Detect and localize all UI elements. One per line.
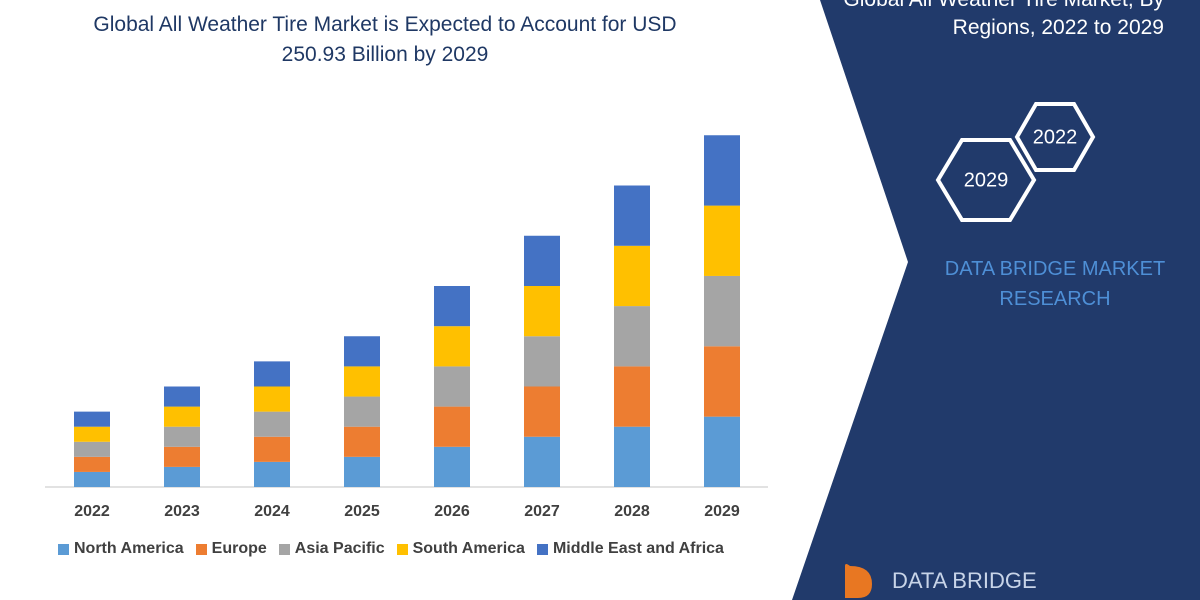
- x-tick-label: 2027: [524, 503, 560, 520]
- bar-segment: [524, 286, 560, 337]
- bar-segment: [344, 426, 380, 457]
- x-tick-label: 2024: [254, 503, 290, 520]
- bar-segment: [254, 461, 290, 487]
- bar-segment: [614, 306, 650, 367]
- bar-segment: [614, 366, 650, 427]
- legend-label: Middle East and Africa: [552, 540, 724, 557]
- bar-segment: [524, 235, 560, 286]
- bar-segment: [164, 466, 200, 487]
- legend-swatch: [396, 543, 408, 555]
- legend-item: Europe: [195, 540, 267, 558]
- bar-segment: [344, 336, 380, 367]
- bar-segment: [434, 446, 470, 487]
- bar-segment: [74, 456, 110, 472]
- bar-segment: [704, 416, 740, 487]
- bar-segment: [434, 326, 470, 367]
- legend-item: South America: [396, 540, 525, 558]
- bar-segment: [254, 361, 290, 387]
- side-panel: [792, 0, 1200, 600]
- logo-text: DATA BRIDGE: [892, 568, 1037, 593]
- bar-segment: [614, 185, 650, 246]
- x-tick-label: 2028: [614, 503, 650, 520]
- bar-segment: [524, 336, 560, 387]
- bar-segment: [434, 286, 470, 327]
- bar-segment: [704, 205, 740, 276]
- panel-title: Global All Weather Tire Market, By Regio…: [843, 0, 1164, 39]
- bar-segment: [344, 456, 380, 487]
- bar-segment: [524, 386, 560, 437]
- bar-segment: [614, 426, 650, 487]
- bar-segment: [704, 346, 740, 417]
- bar-segment: [434, 366, 470, 407]
- bar-segment: [74, 441, 110, 457]
- bar-segment: [614, 245, 650, 307]
- bar-segment: [164, 406, 200, 427]
- bar-segment: [254, 436, 290, 462]
- hexagon: [935, 138, 1037, 222]
- legend-item: Middle East and Africa: [536, 540, 724, 558]
- x-tick-label: 2023: [164, 503, 200, 520]
- legend-swatch: [278, 543, 290, 555]
- bar-segment: [164, 386, 200, 407]
- x-tick-label: 2022: [74, 503, 110, 520]
- legend-swatch: [58, 543, 69, 555]
- bar-segment: [74, 411, 110, 427]
- bar-segment: [74, 426, 110, 442]
- bar-segment: [434, 406, 470, 447]
- legend-label: Europe: [211, 540, 267, 557]
- legend-item: Asia Pacific: [278, 540, 385, 558]
- bar-segment: [524, 436, 560, 487]
- bar-segment: [164, 446, 200, 467]
- hexagon-label: 2029: [964, 169, 1009, 191]
- chart-title: Global All Weather Tire Market is Expect…: [93, 13, 677, 66]
- bar-segment: [74, 471, 110, 487]
- x-tick-label: 2029: [704, 503, 740, 520]
- legend-swatch: [195, 543, 207, 555]
- bar-segment: [164, 426, 200, 447]
- legend-item: North America: [58, 540, 184, 558]
- legend-swatch: [536, 543, 548, 555]
- x-tick-label: 2026: [434, 503, 470, 520]
- bar-segment: [704, 135, 740, 206]
- x-tick-label: 2025: [344, 503, 380, 520]
- bar-segment: [254, 411, 290, 437]
- legend-label: Asia Pacific: [294, 540, 385, 557]
- logo-icon: [845, 564, 872, 598]
- bar-segment: [254, 386, 290, 412]
- brand: DATA BRIDGE MARKET RESEARCH: [944, 258, 1166, 310]
- legend: North America Europe Asia Pacific South Ame…: [58, 540, 724, 558]
- legend-label: South America: [412, 540, 525, 557]
- bar-segment: [344, 366, 380, 397]
- bar-segment: [344, 396, 380, 427]
- bar-segment: [704, 275, 740, 347]
- legend-label: North America: [74, 540, 184, 557]
- hexagon-label: 2022: [1033, 126, 1078, 148]
- hexagon: [1014, 102, 1096, 172]
